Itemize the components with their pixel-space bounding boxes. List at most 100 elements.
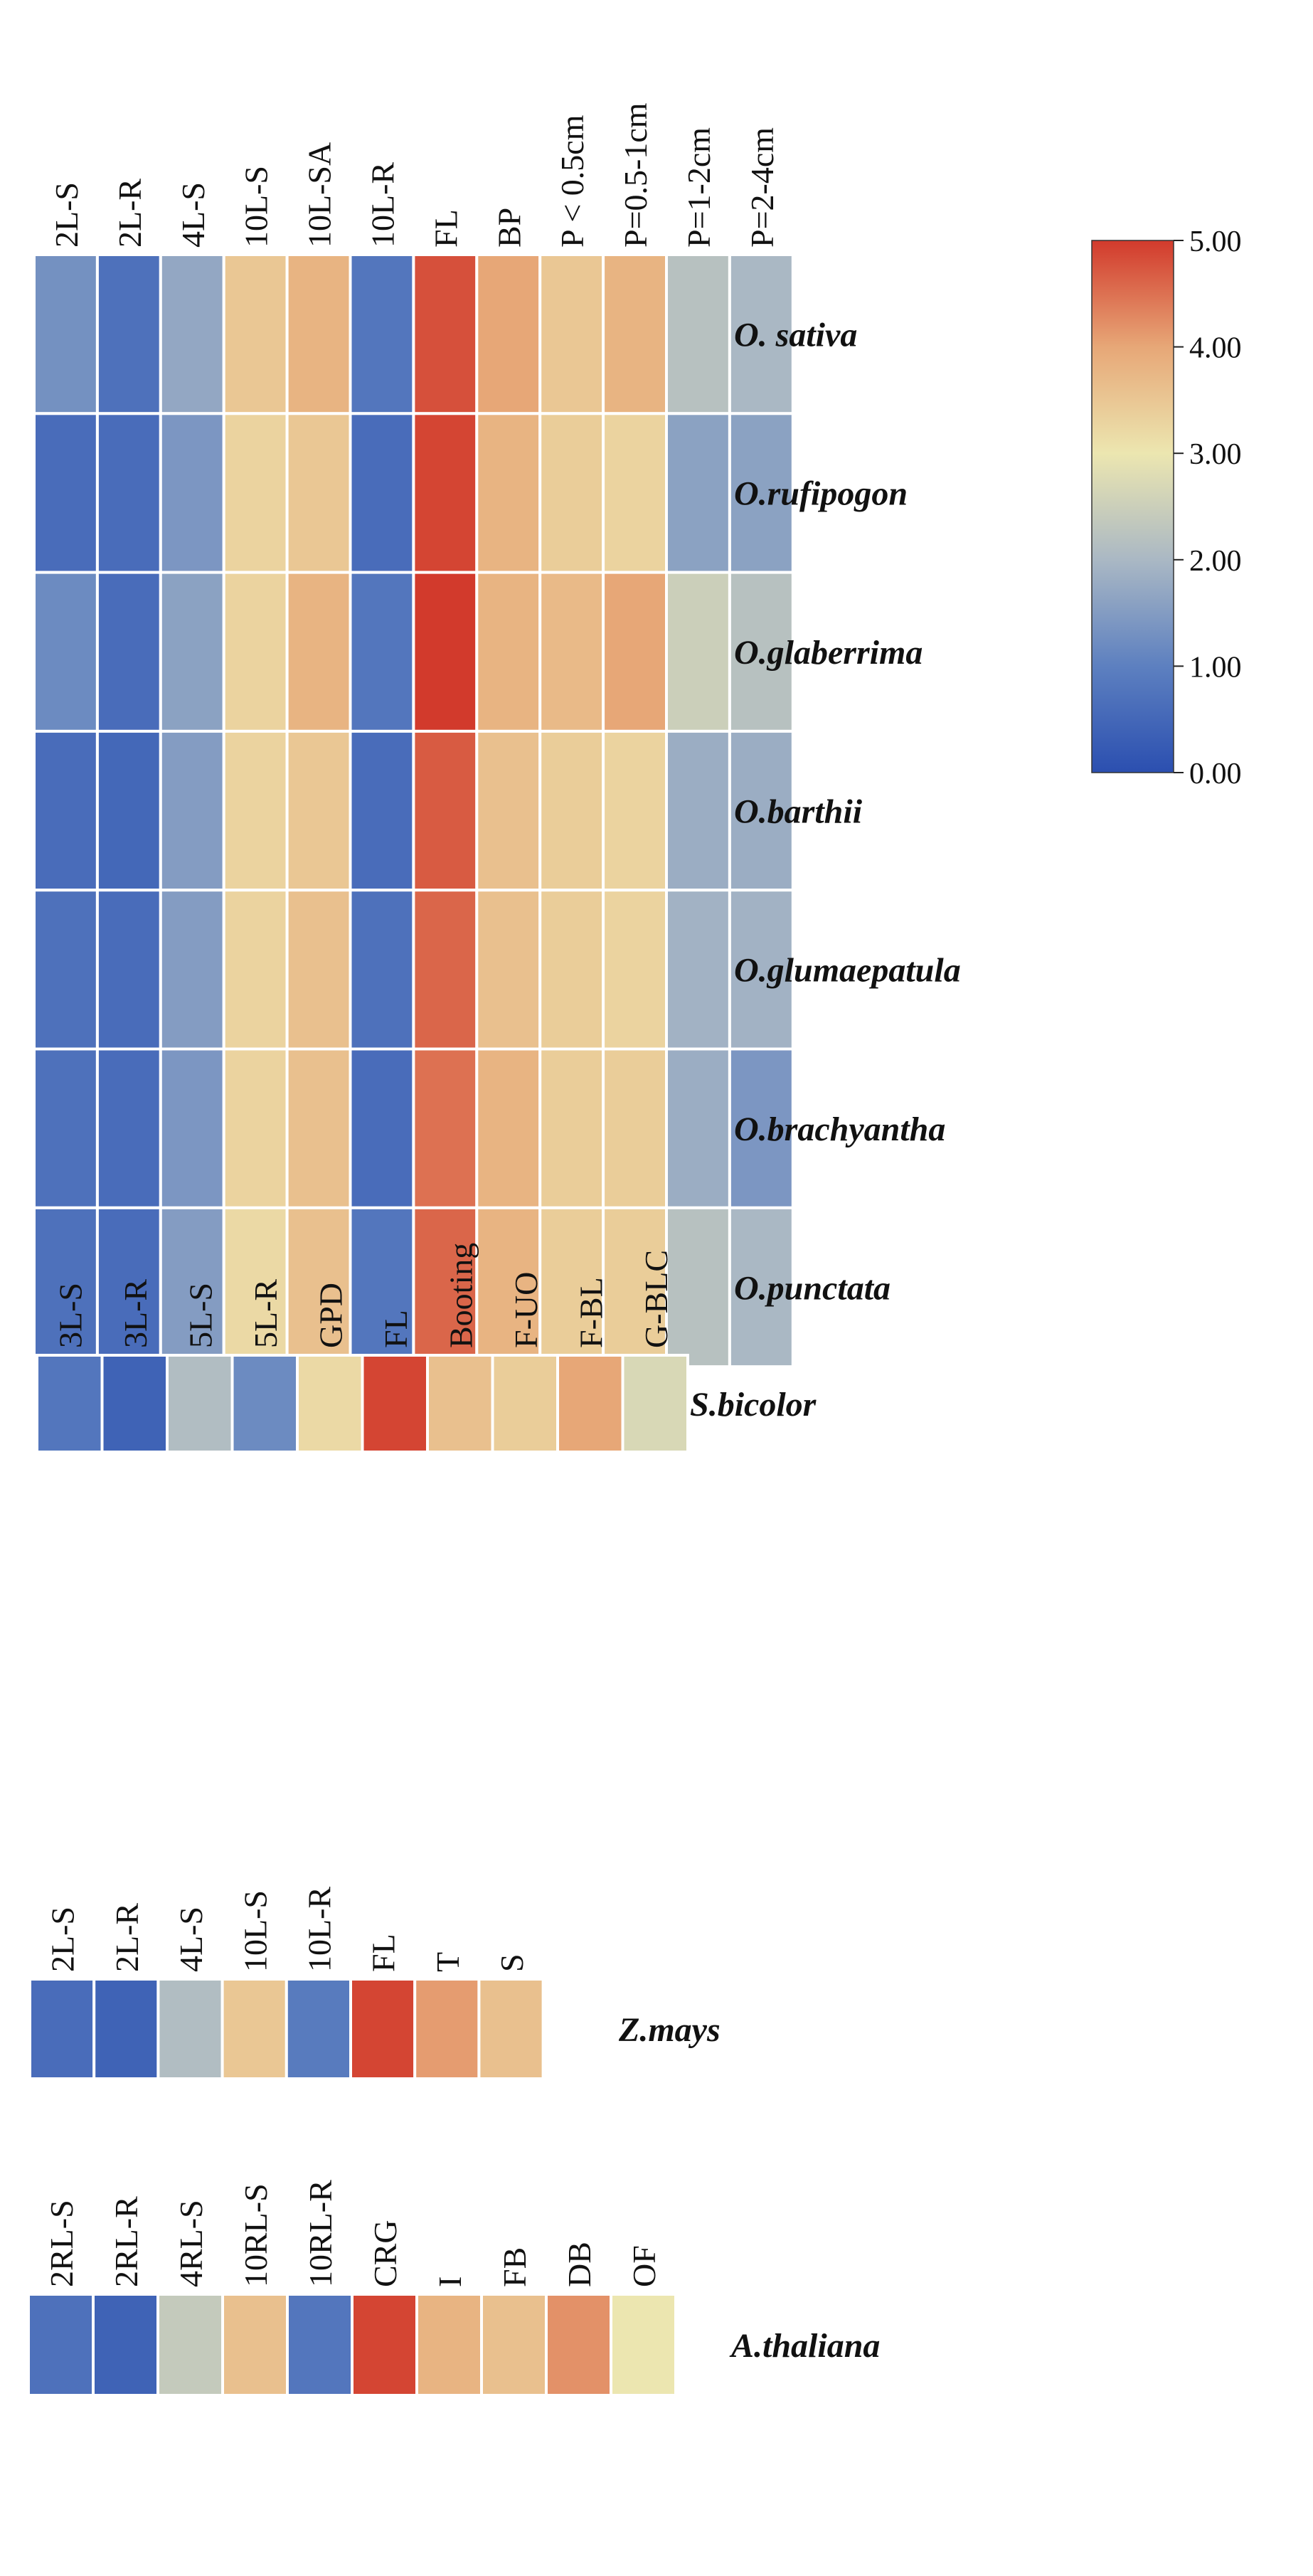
heatmap-cell-oryza-o-punctata-p-0-5-1cm	[602, 1206, 668, 1369]
heatmap-cell-oryza-o-punctata-p-1-2cm	[665, 1206, 731, 1369]
column-label-oryza-p-0-5-1cm: P=0.5-1cm	[617, 102, 654, 248]
heatmap-cell-arabidopsis-a-thaliana-4rl-s	[156, 2293, 224, 2397]
heatmap-cell-oryza-o-barthii-10l-sa	[285, 729, 352, 892]
row-label-o-barthii: O.barthii	[734, 793, 863, 830]
heatmap-cell-oryza-o-glaberrima-2l-r	[95, 571, 162, 733]
heatmap-cell-arabidopsis-a-thaliana-2rl-r	[92, 2293, 159, 2397]
heatmap-cell-oryza-o-sativa-p-2-4cm	[728, 253, 794, 415]
column-label-oryza-bp: BP	[491, 208, 527, 248]
heatmap-cell-maize-z-mays-t	[413, 1978, 481, 2080]
heatmap-cell-oryza-o-rufipogon-fl	[412, 412, 479, 574]
heatmap-cell-arabidopsis-a-thaliana-crg	[351, 2293, 418, 2397]
heatmap-cell-oryza-o-punctata-10l-r	[349, 1206, 415, 1369]
heatmap-cell-oryza-o-sativa-fl	[412, 253, 479, 415]
heatmap-cell-oryza-o-brachyantha-p-0-5-1cm	[602, 1047, 668, 1209]
colorbar: 0.00 1.00 2.00 3.00 4.00 5.00	[1091, 226, 1242, 790]
heatmap-cell-oryza-o-brachyantha-2l-s	[33, 1047, 99, 1209]
heatmap-cell-sorghum-s-bicolor-f-uo	[491, 1354, 559, 1453]
heatmap-cell-oryza-o-sativa-p-0-5-1cm	[602, 253, 668, 415]
column-label-sorghum-5l-s: 5L-S	[182, 1283, 218, 1348]
column-label-maize-2l-r: 2L-R	[109, 1903, 145, 1972]
column-label-arabidopsis-10rl-s: 10RL-S	[238, 2183, 274, 2287]
row-label-o-rufipogon: O.rufipogon	[734, 475, 908, 513]
heatmap-cell-oryza-o-sativa-2l-r	[95, 253, 162, 415]
heatmap-cell-oryza-o-glumaepatula-10l-s	[222, 889, 289, 1051]
column-label-sorghum-5l-r: 5L-R	[248, 1279, 284, 1348]
heatmap-cell-oryza-o-barthii-2l-r	[95, 729, 162, 892]
column-label-arabidopsis-2rl-s: 2RL-S	[43, 2200, 80, 2287]
heatmap-cell-oryza-o-brachyantha-10l-sa	[285, 1047, 352, 1209]
heatmap-cell-oryza-o-glumaepatula-10l-r	[349, 889, 415, 1051]
heatmap-cell-oryza-o-brachyantha-10l-s	[222, 1047, 289, 1209]
heatmap-cell-oryza-o-brachyantha-p-0-5cm	[538, 1047, 605, 1209]
heatmap-cell-oryza-o-glaberrima-bp	[475, 571, 542, 733]
heatmap-cell-oryza-o-glaberrima-fl	[412, 571, 479, 733]
heatmap-cell-oryza-o-rufipogon-p-0-5cm	[538, 412, 605, 574]
column-label-maize-4l-s: 4L-S	[173, 1907, 209, 1972]
heatmap-cell-sorghum-s-bicolor-5l-r	[230, 1354, 299, 1453]
column-label-arabidopsis-crg: CRG	[367, 2220, 403, 2287]
heatmap-panels: 2L-S 2L-R 4L-S 10L-S 10L-SA 10L-R FL BP P < 0.5c…	[27, 102, 961, 2397]
heatmap-cell-maize-z-mays-10l-r	[285, 1978, 352, 2080]
column-label-oryza-4l-s: 4L-S	[175, 182, 211, 248]
column-label-sorghum-g-blc: G-BLC	[638, 1250, 674, 1348]
heatmap-cell-sorghum-s-bicolor-5l-s	[166, 1354, 234, 1453]
heatmap-cell-oryza-o-glaberrima-2l-s	[33, 571, 99, 733]
heatmap-cell-sorghum-s-bicolor-booting	[426, 1354, 494, 1453]
heatmap-cell-oryza-o-punctata-2l-r	[95, 1206, 162, 1369]
heatmap-cell-oryza-o-glumaepatula-2l-r	[95, 889, 162, 1051]
heatmap-panel-sorghum: 3L-S 3L-R 5L-S 5L-R GPD FL Booting F-UO F-BL G-BL…	[36, 1243, 817, 1453]
heatmap-cell-sorghum-s-bicolor-f-bl	[556, 1354, 624, 1453]
heatmap-cell-oryza-o-barthii-p-2-4cm	[728, 729, 794, 892]
column-label-sorghum-booting: Booting	[442, 1243, 479, 1348]
column-label-maize-2l-s: 2L-S	[45, 1907, 81, 1972]
heatmap-cell-maize-z-mays-2l-s	[28, 1978, 96, 2080]
heatmap-cell-oryza-o-barthii-2l-s	[33, 729, 99, 892]
heatmap-cell-oryza-o-barthii-p-1-2cm	[665, 729, 731, 892]
heatmap-cell-arabidopsis-a-thaliana-fb	[480, 2293, 548, 2397]
column-label-maize-s: S	[494, 1954, 530, 1972]
row-label-s-bicolor: S.bicolor	[690, 1386, 817, 1424]
column-label-oryza-10l-s: 10L-S	[238, 166, 275, 248]
heatmap-cell-arabidopsis-a-thaliana-10rl-r	[286, 2293, 354, 2397]
heatmap-cell-oryza-o-brachyantha-4l-s	[159, 1047, 225, 1209]
heatmap-cell-oryza-o-glumaepatula-bp	[475, 889, 542, 1051]
heatmap-cell-oryza-o-barthii-p-0-5cm	[538, 729, 605, 892]
colorbar-tick-label-3-00: 3.00	[1189, 438, 1242, 471]
heatmap-cell-arabidopsis-a-thaliana-db	[545, 2293, 612, 2397]
colorbar-tick-label-0-00: 0.00	[1189, 758, 1242, 790]
heatmap-cell-oryza-o-sativa-p-0-5cm	[538, 253, 605, 415]
heatmap-cell-oryza-o-barthii-p-0-5-1cm	[602, 729, 668, 892]
heatmap-panel-oryza: 2L-S 2L-R 4L-S 10L-S 10L-SA 10L-R FL BP P < 0.5c…	[33, 102, 961, 1369]
heatmap-cell-oryza-o-rufipogon-2l-s	[33, 412, 99, 574]
column-label-sorghum-f-uo: F-UO	[508, 1272, 544, 1348]
row-label-o-punctata: O.punctata	[734, 1269, 891, 1307]
heatmap-cell-oryza-o-rufipogon-p-2-4cm	[728, 412, 794, 574]
column-label-maize-fl: FL	[366, 1934, 402, 1972]
heatmap-cell-sorghum-s-bicolor-gpd	[296, 1354, 364, 1453]
heatmap-cell-sorghum-s-bicolor-g-blc	[621, 1354, 689, 1453]
colorbar-gradient	[1091, 240, 1174, 773]
column-label-sorghum-gpd: GPD	[312, 1283, 349, 1348]
heatmap-cell-oryza-o-glumaepatula-fl	[412, 889, 479, 1051]
column-label-oryza-2l-s: 2L-S	[48, 182, 85, 248]
heatmap-cell-oryza-o-sativa-2l-s	[33, 253, 99, 415]
column-label-oryza-10l-r: 10L-R	[365, 162, 401, 248]
column-label-arabidopsis-i: I	[432, 2276, 468, 2287]
column-label-oryza-fl: FL	[427, 209, 464, 248]
row-label-o-brachyantha: O.brachyantha	[734, 1111, 945, 1148]
row-label-a-thaliana: A.thaliana	[729, 2327, 880, 2365]
row-label-o-glumaepatula: O.glumaepatula	[734, 952, 961, 990]
heatmap-cell-oryza-o-glumaepatula-p-1-2cm	[665, 889, 731, 1051]
heatmap-cell-maize-z-mays-4l-s	[156, 1978, 224, 2080]
column-label-maize-10l-s: 10L-S	[237, 1890, 273, 1972]
heatmap-cell-oryza-o-brachyantha-2l-r	[95, 1047, 162, 1209]
column-label-arabidopsis-4rl-s: 4RL-S	[173, 2200, 209, 2287]
heatmap-cell-oryza-o-brachyantha-p-2-4cm	[728, 1047, 794, 1209]
column-label-arabidopsis-of: OF	[626, 2245, 662, 2287]
column-label-arabidopsis-db: DB	[561, 2242, 597, 2287]
heatmap-cell-maize-z-mays-s	[477, 1978, 545, 2080]
column-label-sorghum-3l-r: 3L-R	[117, 1279, 154, 1348]
heatmap-cell-oryza-o-glaberrima-10l-s	[222, 571, 289, 733]
heatmap-cell-arabidopsis-a-thaliana-of	[610, 2293, 677, 2397]
